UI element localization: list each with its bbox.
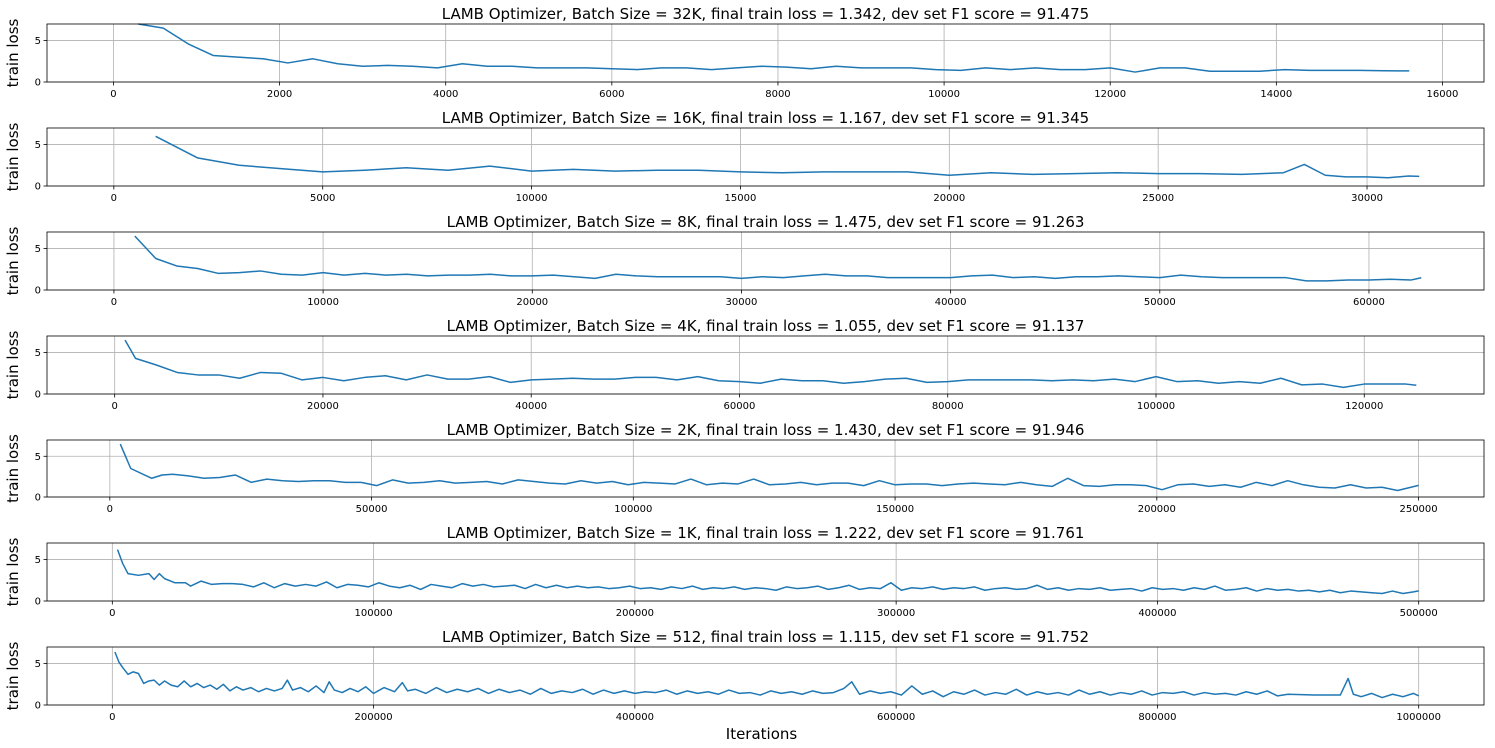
x-tick-label: 60000 [1353, 297, 1385, 308]
chart-title: LAMB Optimizer, Batch Size = 512, final … [442, 628, 1089, 646]
y-tick-label: 0 [35, 493, 41, 504]
chart-title: LAMB Optimizer, Batch Size = 4K, final t… [447, 317, 1085, 335]
x-tick-label: 50000 [356, 504, 388, 515]
y-tick-label: 5 [35, 140, 41, 151]
chart-panel-7: 0 200000 400000 600000 800000 1000000 0 5 LAMB O… [4, 628, 1485, 723]
y-tick-label: 0 [35, 390, 41, 401]
train-loss-line [114, 651, 1419, 699]
y-tick-label: 0 [35, 286, 41, 297]
x-tick-label: 0 [111, 193, 117, 204]
train-loss-line [116, 549, 1419, 595]
x-tick-label: 14000 [1260, 89, 1292, 100]
x-tick-label: 400000 [1138, 608, 1176, 619]
x-tick-label: 200000 [1138, 504, 1176, 515]
x-tick-label: 50000 [1144, 297, 1176, 308]
x-tick-label: 25000 [1142, 193, 1174, 204]
x-tick-label: 5000 [310, 193, 335, 204]
x-tick-label: 400000 [616, 712, 654, 723]
x-tick-label: 150000 [876, 504, 914, 515]
x-tick-label: 600000 [877, 712, 915, 723]
x-tick-label: 200000 [354, 712, 392, 723]
x-tick-label: 0 [107, 504, 113, 515]
x-tick-label: 30000 [726, 297, 758, 308]
x-axis-label: Iterations [726, 725, 798, 743]
x-tick-label: 500000 [1400, 608, 1438, 619]
x-tick-label: 120000 [1345, 401, 1383, 412]
y-axis-label: train loss [4, 434, 22, 503]
x-tick-label: 10000 [307, 297, 339, 308]
y-tick-label: 5 [35, 452, 41, 463]
y-axis-label: train loss [4, 330, 22, 399]
x-tick-label: 4000 [433, 89, 458, 100]
y-tick-label: 5 [35, 659, 41, 670]
chart-panel-3: 0 10000 20000 30000 40000 50000 60000 0 5 LAMB Op… [4, 213, 1485, 308]
x-tick-label: 100000 [614, 504, 652, 515]
x-tick-label: 40000 [515, 401, 547, 412]
x-tick-label: 800000 [1138, 712, 1176, 723]
train-loss-line [134, 235, 1422, 282]
train-loss-line [119, 443, 1419, 492]
chart-panel-1: 0 2000 4000 6000 8000 10000 12000 14000 16000 0 5 L… [4, 5, 1485, 100]
x-tick-label: 20000 [307, 401, 339, 412]
x-tick-label: 16000 [1427, 89, 1459, 100]
x-tick-label: 20000 [933, 193, 965, 204]
x-tick-label: 300000 [877, 608, 915, 619]
chart-panel-5: 0 50000 100000 150000 200000 250000 0 5 LAMB Opt… [4, 421, 1485, 515]
axes-frame [46, 439, 1485, 498]
y-tick-label: 5 [35, 36, 41, 47]
x-tick-label: 0 [109, 712, 115, 723]
x-tick-label: 0 [111, 297, 117, 308]
chart-title: LAMB Optimizer, Batch Size = 8K, final t… [447, 213, 1085, 231]
x-tick-label: 6000 [599, 89, 624, 100]
x-tick-label: 80000 [932, 401, 964, 412]
x-tick-label: 12000 [1094, 89, 1126, 100]
y-axis-label: train loss [4, 122, 22, 191]
chart-panel-2: 0 5000 10000 15000 20000 25000 30000 0 5 LAMB Opt… [4, 109, 1485, 204]
y-axis-label: train loss [4, 537, 22, 606]
y-tick-label: 0 [35, 78, 41, 89]
chart-title: LAMB Optimizer, Batch Size = 16K, final … [442, 109, 1089, 127]
axes-frame [46, 646, 1485, 706]
x-tick-label: 200000 [616, 608, 654, 619]
x-tick-label: 1000000 [1396, 712, 1441, 723]
x-tick-label: 100000 [1137, 401, 1175, 412]
train-loss-line [124, 339, 1417, 389]
x-tick-label: 2000 [267, 89, 292, 100]
y-axis-label: train loss [4, 226, 22, 295]
axes-frame [46, 23, 1485, 83]
x-tick-label: 60000 [724, 401, 756, 412]
y-axis-label: train loss [4, 18, 22, 87]
y-tick-label: 5 [35, 244, 41, 255]
x-tick-label: 10000 [516, 193, 548, 204]
x-tick-label: 0 [110, 89, 116, 100]
x-tick-label: 15000 [725, 193, 757, 204]
y-tick-label: 5 [35, 348, 41, 359]
chart-title: LAMB Optimizer, Batch Size = 1K, final t… [447, 524, 1085, 542]
x-tick-label: 30000 [1351, 193, 1383, 204]
x-tick-label: 10000 [928, 89, 960, 100]
axes-frame [46, 231, 1485, 291]
y-tick-label: 0 [35, 701, 41, 712]
x-tick-label: 100000 [354, 608, 392, 619]
y-tick-label: 0 [35, 597, 41, 608]
x-tick-label: 0 [109, 608, 115, 619]
y-axis-label: train loss [4, 641, 22, 710]
x-tick-label: 40000 [935, 297, 967, 308]
train-loss-line [138, 23, 1410, 73]
chart-panel-6: 0 100000 200000 300000 400000 500000 0 5 LAMB Op… [4, 524, 1485, 619]
chart-title: LAMB Optimizer, Batch Size = 2K, final t… [447, 421, 1085, 439]
chart-title: LAMB Optimizer, Batch Size = 32K, final … [442, 5, 1089, 23]
train-loss-line [155, 135, 1420, 179]
axes-frame [46, 335, 1485, 395]
axes-frame [46, 127, 1485, 187]
x-tick-label: 8000 [765, 89, 790, 100]
x-tick-label: 250000 [1399, 504, 1437, 515]
y-tick-label: 0 [35, 182, 41, 193]
y-tick-label: 5 [35, 555, 41, 566]
chart-panel-4: 0 20000 40000 60000 80000 100000 120000 0 5 LAMB … [4, 317, 1485, 412]
axes-frame [46, 542, 1485, 602]
x-tick-label: 20000 [516, 297, 548, 308]
x-tick-label: 0 [111, 401, 117, 412]
